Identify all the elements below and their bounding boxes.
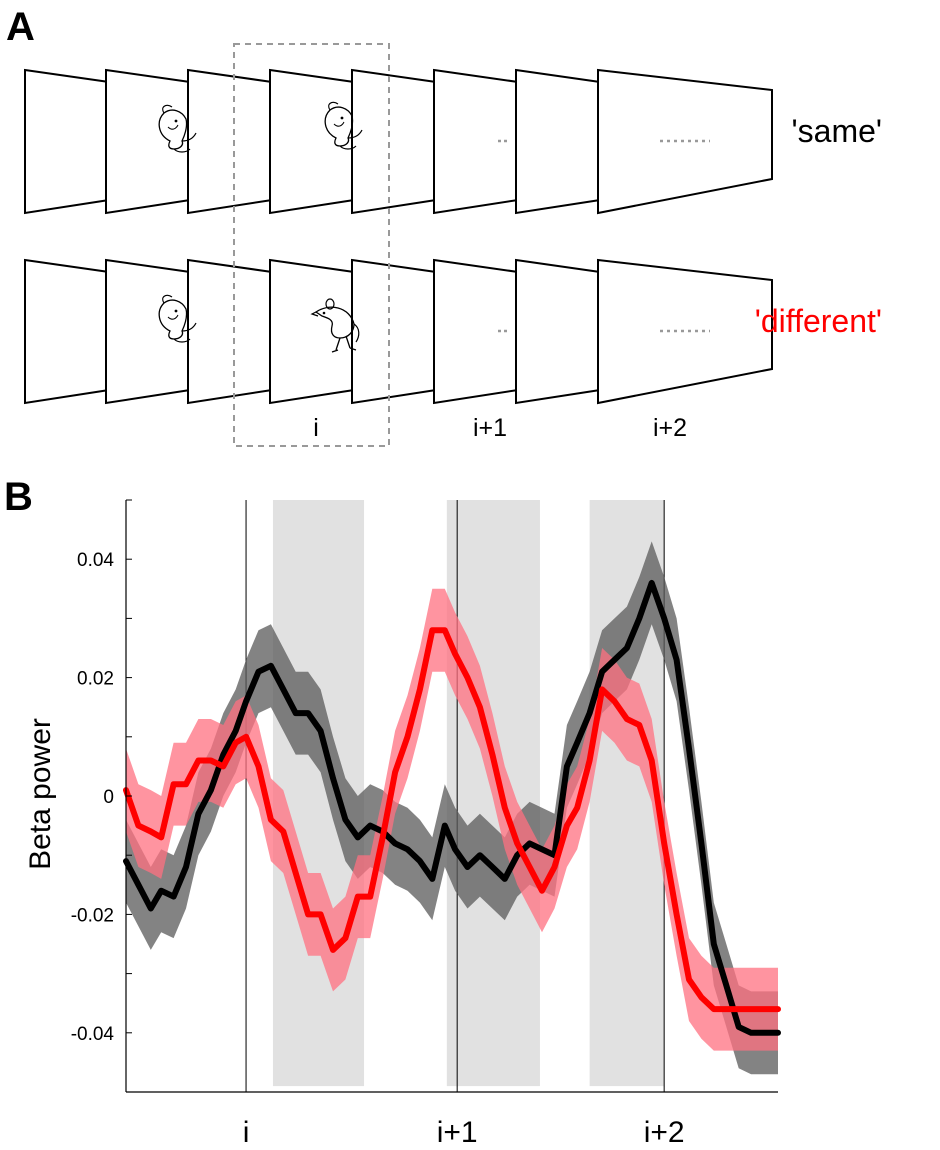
highlight-box (233, 43, 390, 447)
series-line (123, 627, 781, 1013)
stimulus-frame (515, 68, 601, 215)
y-ticks: -0.04 -0.02 0 0.02 0.04 (71, 499, 132, 1093)
y-tick-label: 0.04 (77, 550, 114, 571)
position-label-i-plus-1: i+1 (473, 414, 507, 442)
x-tick-label: i+1 (437, 1116, 478, 1149)
stimulus-frame (515, 258, 601, 405)
condition-label: 'different' (755, 303, 882, 339)
condition-label: 'same' (792, 113, 882, 149)
panel-b: B -0.04 -0.02 0 0.02 0.04 i i+1 i+2 Beta power (4, 475, 781, 1149)
y-tick-label: -0.04 (71, 1024, 115, 1045)
stimulus-frame (351, 68, 437, 215)
stimulus-frame (269, 258, 355, 405)
y-axis-label: Beta power (24, 718, 57, 870)
x-tick-label: i (243, 1116, 250, 1149)
stimulus-frame (105, 68, 191, 215)
panel-letter-a: A (6, 5, 35, 49)
stimulus-frame (105, 258, 191, 405)
stimulus-row: 'same' (24, 68, 882, 215)
stimulus-row: 'different' (24, 258, 882, 405)
series-lines (123, 579, 781, 1036)
y-tick-label: 0.02 (77, 669, 114, 690)
x-ticks: i i+1 i+2 (243, 1086, 685, 1149)
stimulus-frame (187, 68, 273, 215)
stimulus-frame (269, 68, 355, 215)
stimulus-frame (351, 258, 437, 405)
final-frame (597, 258, 773, 405)
stimulus-rows: 'same' 'different' (24, 68, 882, 405)
panel-a: A 'same' 'different' i i+1 i+2 (6, 5, 882, 447)
x-tick-label: i+2 (644, 1116, 685, 1149)
y-tick-label: -0.02 (71, 905, 114, 926)
stimulus-frame (24, 258, 110, 405)
final-frame (597, 68, 773, 215)
stimulus-frame (24, 68, 110, 215)
position-label-i: i (313, 414, 319, 442)
y-tick-label: 0 (103, 787, 114, 808)
series-line (123, 579, 781, 1036)
panel-letter-b: B (4, 475, 33, 519)
stimulus-frame (187, 258, 273, 405)
position-label-i-plus-2: i+2 (653, 414, 687, 442)
